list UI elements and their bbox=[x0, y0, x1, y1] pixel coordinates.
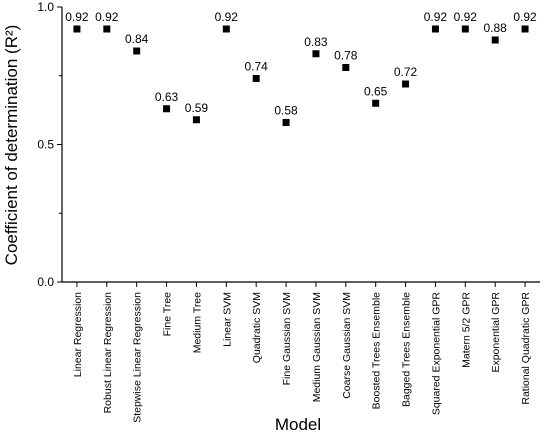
labels: 0.92 0.92 0.84 0.63 0.59 0.92 0.74 0.58 0.83 0.78… bbox=[65, 10, 537, 118]
x-tick-label: Stepwise Linear Regression bbox=[132, 292, 144, 423]
data-label: 0.72 bbox=[394, 65, 418, 79]
data-point bbox=[252, 75, 260, 82]
data-label: 0.92 bbox=[424, 10, 448, 24]
y-tick-label: 1.0 bbox=[37, 0, 54, 14]
x-tick-label: Medium Gaussian SVM bbox=[311, 292, 323, 402]
x-tick-label: Linear Regression bbox=[72, 292, 84, 377]
data-label: 0.88 bbox=[484, 21, 508, 35]
data-label: 0.92 bbox=[513, 10, 537, 24]
data-point bbox=[163, 105, 171, 113]
axes: 0.0 0.5 1.0 Linear Regression Robust Linear … bbox=[37, 0, 540, 423]
data-point bbox=[521, 25, 529, 33]
x-tick-label: Coarse Gaussian SVM bbox=[341, 292, 353, 399]
x-tick-label: Squared Exponential GPR bbox=[430, 292, 442, 416]
data-label: 0.92 bbox=[95, 10, 119, 24]
data-point bbox=[192, 116, 200, 124]
data-label: 0.92 bbox=[65, 10, 89, 24]
y-tick-label: 0.0 bbox=[37, 275, 54, 289]
x-axis-title: Model bbox=[275, 415, 321, 434]
y-axis-title: Coefficient of determination (R²) bbox=[2, 25, 21, 266]
x-tick-label: Exponential GPR bbox=[490, 292, 502, 373]
data-label: 0.74 bbox=[245, 60, 269, 74]
x-tick-label: Rational Quadratic GPR bbox=[520, 292, 532, 405]
data-label: 0.58 bbox=[274, 104, 298, 118]
x-tick-label: Bagged Trees Ensemble bbox=[401, 292, 413, 407]
data-label: 0.84 bbox=[125, 32, 149, 46]
data-label: 0.78 bbox=[334, 49, 358, 63]
data-point bbox=[312, 50, 320, 58]
data-point bbox=[222, 25, 230, 33]
data-label: 0.92 bbox=[215, 10, 239, 24]
x-tick-label: Fine Gaussian SVM bbox=[281, 292, 293, 385]
x-tick-label: Linear SVM bbox=[221, 292, 233, 347]
data-point bbox=[372, 99, 380, 107]
x-tick-label: Boosted Trees Ensemble bbox=[371, 292, 383, 409]
x-tick-label: Medium Tree bbox=[191, 292, 203, 353]
y-tick-label: 0.5 bbox=[37, 138, 54, 152]
data-point bbox=[103, 25, 111, 33]
x-tick-label: Robust Linear Regression bbox=[102, 292, 114, 414]
x-tick-label: Fine Tree bbox=[162, 292, 174, 337]
data-label: 0.83 bbox=[304, 35, 328, 49]
data-point bbox=[73, 25, 81, 33]
data-point bbox=[282, 119, 290, 126]
data-point bbox=[133, 47, 141, 55]
data-label: 0.59 bbox=[185, 101, 209, 115]
data-label: 0.65 bbox=[364, 84, 388, 98]
data-point bbox=[491, 36, 499, 44]
data-point bbox=[431, 25, 439, 33]
data-point bbox=[461, 25, 469, 33]
data-point bbox=[402, 80, 410, 88]
data-label: 0.63 bbox=[155, 90, 179, 104]
data-point bbox=[342, 64, 350, 71]
data-label: 0.92 bbox=[454, 10, 478, 24]
x-tick-label: Matern 5/2 GPR bbox=[460, 292, 472, 368]
x-tick-label: Quadratic SVM bbox=[251, 292, 263, 363]
data-points bbox=[73, 25, 529, 126]
